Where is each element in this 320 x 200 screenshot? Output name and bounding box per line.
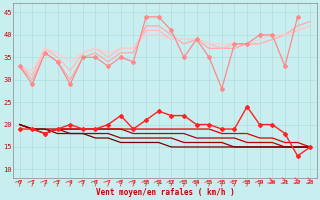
X-axis label: Vent moyen/en rafales ( km/h ): Vent moyen/en rafales ( km/h ) xyxy=(96,188,234,197)
